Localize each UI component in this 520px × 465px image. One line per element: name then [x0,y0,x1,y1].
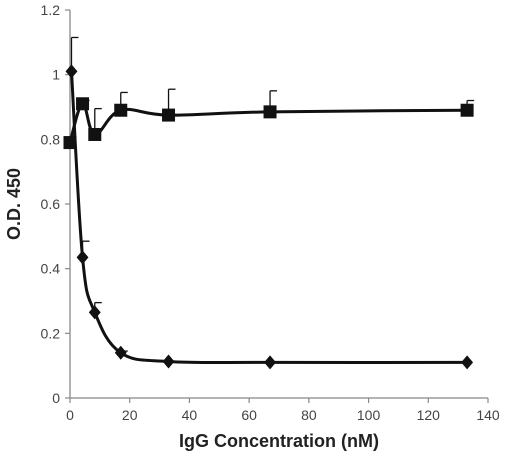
data-point-square [263,105,277,119]
data-point-square [88,127,102,141]
data-point-diamond [162,354,175,369]
data-point-square [76,97,90,111]
y-tick-label: 0.6 [41,196,61,212]
data-point-diamond [461,355,474,370]
x-tick-label: 0 [66,407,74,423]
y-axis-title: O.D. 450 [4,168,24,240]
data-point-diamond [264,355,276,370]
x-tick-label: 100 [357,407,381,423]
series-diamond [65,36,474,370]
data-point-diamond [88,305,101,320]
y-tick-label: 1.2 [41,2,61,18]
series-square [63,88,475,150]
y-ticks: 0 0.2 0.4 0.6 0.8 1 1.2 [41,2,70,406]
data-point-square [460,103,474,117]
x-axis-title: IgG Concentration (nM) [179,431,379,451]
x-tick-label: 40 [182,407,198,423]
y-tick-label: 1 [52,67,60,83]
y-tick-label: 0 [52,390,60,406]
y-tick-label: 0.4 [41,261,61,277]
data-point-square [63,136,77,150]
x-tick-label: 60 [241,407,257,423]
x-tick-label: 20 [122,407,138,423]
data-point-diamond [114,345,127,360]
series [63,36,475,370]
y-tick-label: 0.8 [41,131,61,147]
axes [69,10,488,399]
data-point-diamond [76,250,89,265]
x-ticks: 0 20 40 60 80 100 120 140 [66,398,500,423]
data-point-square [162,108,176,122]
x-tick-label: 140 [476,407,500,423]
y-tick-label: 0.2 [41,325,61,341]
x-tick-label: 120 [417,407,441,423]
data-point-diamond [65,64,78,79]
data-point-square [114,103,128,117]
x-tick-label: 80 [301,407,317,423]
